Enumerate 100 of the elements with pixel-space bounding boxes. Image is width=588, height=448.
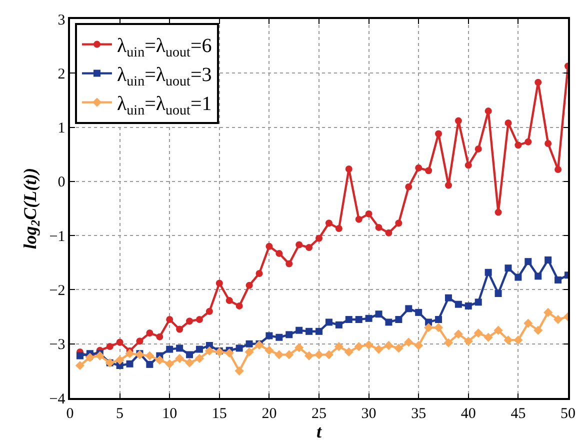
point (75, 360, 85, 370)
point (394, 344, 404, 353)
point (444, 294, 452, 302)
point (335, 225, 342, 232)
x-tick-label: 40 (460, 406, 476, 422)
point (316, 234, 322, 242)
point (276, 250, 283, 257)
legend-label: λ$_{uin}$=λ$_{uout}$=6 (116, 35, 212, 60)
point (145, 351, 154, 360)
point (155, 356, 164, 365)
point (364, 340, 374, 350)
x-tick-label: 15 (212, 406, 227, 422)
x-tick-label: 45 (510, 406, 526, 422)
point (246, 340, 253, 348)
point (126, 360, 134, 368)
point (434, 323, 444, 332)
point (444, 182, 452, 189)
x-tick-label: 50 (560, 406, 576, 422)
point (176, 326, 184, 333)
point (524, 318, 533, 328)
point (204, 346, 214, 356)
point (355, 316, 362, 323)
point (196, 346, 203, 353)
point (474, 298, 482, 306)
point (156, 333, 164, 340)
point (234, 366, 244, 376)
point (375, 224, 382, 231)
point (365, 314, 372, 322)
y-tick-label: 1 (58, 120, 66, 137)
point (405, 183, 412, 190)
point (435, 316, 442, 323)
point (404, 338, 414, 347)
x-tick-label: 35 (411, 406, 426, 422)
point (534, 272, 542, 280)
point (175, 354, 184, 364)
point (264, 346, 274, 355)
point (344, 347, 354, 357)
point (324, 350, 334, 360)
point (415, 308, 422, 316)
point (464, 302, 472, 310)
point (125, 349, 134, 358)
point (335, 321, 342, 328)
point (374, 344, 384, 354)
point (294, 343, 304, 352)
point (375, 310, 382, 318)
legend-label: λ$_{uin}$=λ$_{uout}$=1 (116, 93, 212, 118)
y-tick-label: −4 (49, 391, 66, 408)
point (534, 78, 542, 86)
point (395, 316, 402, 323)
point (244, 347, 254, 357)
point (166, 316, 174, 323)
point (444, 338, 454, 348)
point (256, 270, 263, 277)
point (274, 350, 284, 360)
point (464, 162, 472, 169)
y-tick-label: 0 (58, 174, 66, 191)
point (544, 308, 553, 317)
point (296, 326, 303, 334)
point (494, 208, 502, 216)
point (395, 220, 402, 227)
point (454, 117, 462, 124)
point (405, 305, 412, 312)
point (484, 332, 493, 342)
point (184, 358, 194, 368)
point (165, 359, 174, 368)
point (325, 318, 332, 326)
point (524, 258, 532, 266)
x-tick-label: 20 (262, 406, 277, 422)
point (306, 328, 313, 335)
point (504, 336, 513, 345)
point (544, 256, 552, 264)
point (95, 351, 104, 360)
point (236, 344, 243, 352)
x-tick-label: 10 (162, 406, 178, 422)
point (76, 352, 84, 360)
point (474, 328, 483, 338)
point (224, 348, 234, 358)
point (186, 318, 194, 325)
point (514, 336, 523, 345)
point (146, 360, 154, 368)
point (345, 316, 352, 323)
point (276, 334, 283, 341)
point (214, 347, 224, 357)
point (286, 260, 293, 268)
point (554, 276, 562, 284)
point (316, 328, 322, 335)
point (345, 165, 352, 172)
point (484, 268, 492, 276)
x-axis-title: t (316, 422, 322, 442)
point (385, 318, 392, 326)
point (534, 326, 543, 335)
x-tick-label: 25 (312, 406, 326, 422)
point (354, 342, 364, 352)
point (266, 242, 273, 250)
point (554, 166, 562, 174)
x-tick-label: 30 (361, 406, 376, 422)
point (425, 167, 432, 174)
point (355, 216, 362, 223)
point (514, 274, 522, 281)
point (266, 332, 273, 340)
